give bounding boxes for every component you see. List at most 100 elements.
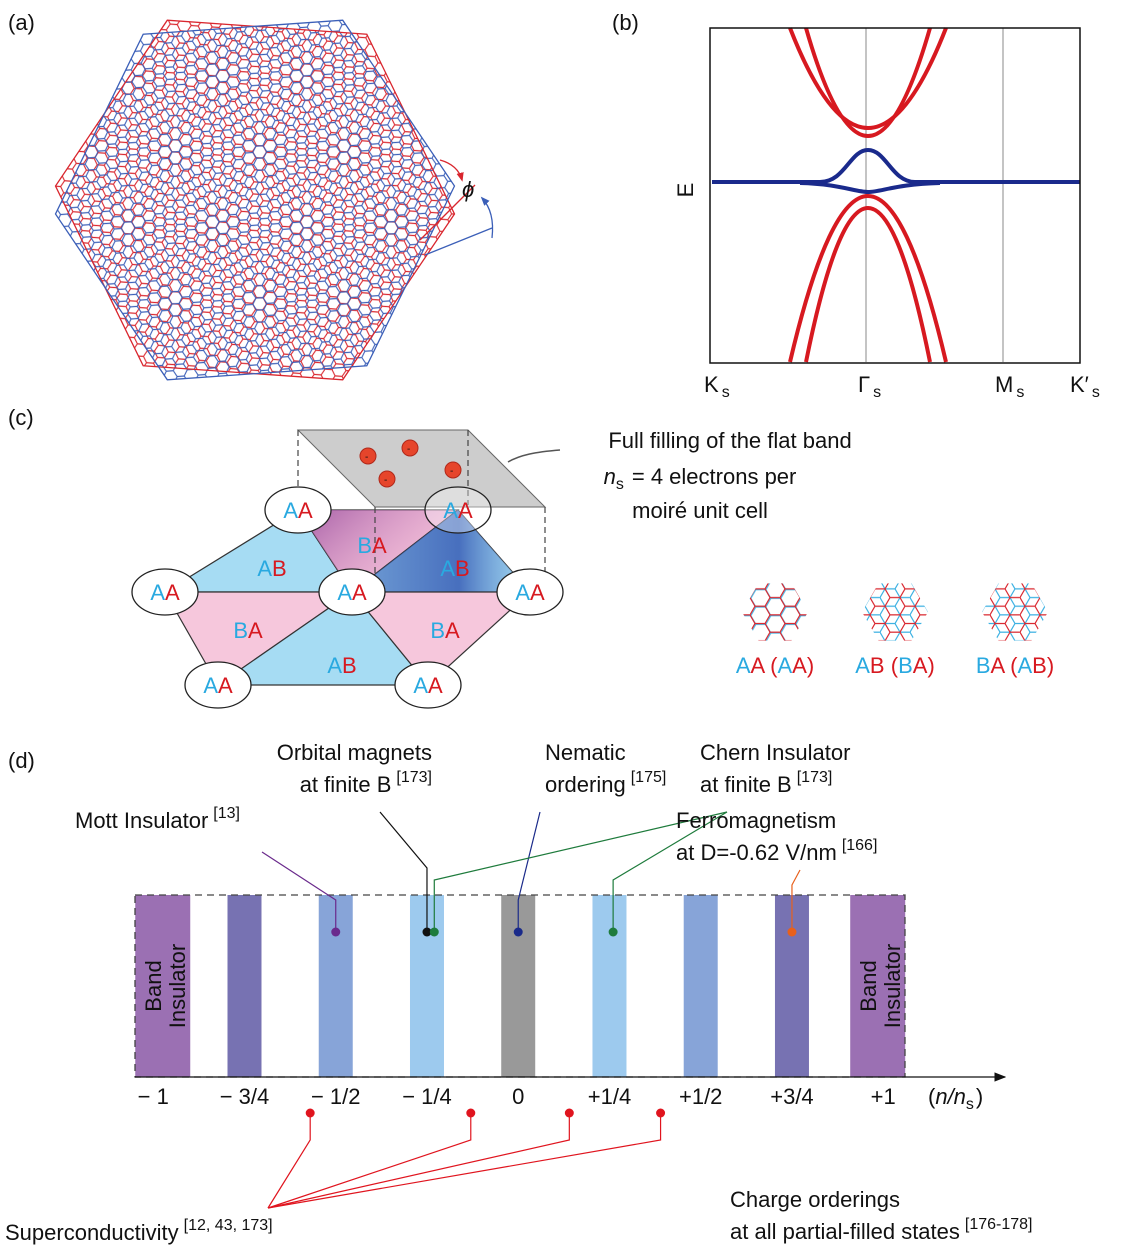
stack-layer <box>855 572 935 652</box>
site-label: AA <box>413 673 443 698</box>
phase-dot <box>609 928 618 937</box>
callout-line: Full filling of the flat band <box>608 428 851 453</box>
plot-frame <box>710 28 1080 363</box>
moire-lattice: ϕ <box>40 0 493 400</box>
phase-label: ordering [175] <box>545 769 666 797</box>
phase-label: Charge orderings <box>730 1187 900 1212</box>
phase-ref: [176-178] <box>965 1216 1033 1233</box>
leader-line <box>268 1113 471 1208</box>
x-tick-label: − 1/4 <box>402 1084 452 1109</box>
phase-name: ordering <box>545 772 626 797</box>
phase-name: at D=-0.62 V/nm <box>676 840 837 865</box>
phase-name: Mott Insulator <box>75 808 208 833</box>
y-axis-label: E <box>673 183 698 198</box>
stacking-label: BA (AB) <box>976 653 1054 678</box>
phase-label: at all partial-filled states [176-178] <box>730 1216 1033 1244</box>
svg-text:-: - <box>450 466 453 477</box>
site-label: AA <box>203 673 233 698</box>
phase-label: at finite B[173] <box>300 769 432 797</box>
phase-dot <box>466 1109 475 1118</box>
site-label: AA <box>337 580 367 605</box>
phase-label: Chern Insulator <box>700 740 850 765</box>
figure: (a) (b) (c) (d) ϕ E KsΓsMsK′s <box>0 0 1124 1251</box>
site-label: AA <box>443 498 473 523</box>
page: (a) (b) (c) (d) ϕ E KsΓsMsK′s <box>0 0 1124 1251</box>
phase-name: at finite B <box>300 772 392 797</box>
site-label: AA <box>150 580 180 605</box>
k-subscript: s <box>1016 384 1024 401</box>
x-tick-label: 0 <box>512 1084 524 1109</box>
svg-text:-: - <box>384 475 387 486</box>
phase-ref: [173] <box>396 769 432 786</box>
phase-label: Mott Insulator [13] <box>75 805 240 833</box>
phase-dot <box>306 1109 315 1118</box>
phase-label: Nematic <box>545 740 626 765</box>
k-subscript: s <box>873 384 881 401</box>
x-tick-label: − 1/2 <box>311 1084 361 1109</box>
stack-layer <box>975 572 1055 652</box>
phase-ref: [175] <box>631 769 667 786</box>
leader-line <box>268 1113 569 1208</box>
stack-layer <box>735 572 815 652</box>
flat-bands <box>712 150 1080 192</box>
domain-label: AB <box>440 556 469 581</box>
x-tick-label: − 3/4 <box>220 1084 270 1109</box>
axis-label-part: s <box>966 1096 974 1113</box>
phase-name: Superconductivity <box>5 1220 179 1245</box>
panel-label: (d) <box>8 748 35 773</box>
panel-label: (c) <box>8 405 34 430</box>
phase-name: Chern Insulator <box>700 740 850 765</box>
leader-line <box>268 1113 661 1208</box>
band-insulator-label: Insulator <box>880 944 905 1028</box>
k-label: K′s <box>1070 372 1100 401</box>
svg-text:-: - <box>365 452 368 463</box>
phase-name: Orbital magnets <box>277 740 432 765</box>
phase-dot <box>514 928 523 937</box>
phase-ref: [13] <box>213 805 240 822</box>
phase-name: Nematic <box>545 740 626 765</box>
axis-label: (n/ns) <box>928 1084 983 1113</box>
callout-sub: s <box>616 476 624 493</box>
blue-layer <box>40 0 480 400</box>
stacking-label: AB (BA) <box>855 653 935 678</box>
panel-label: (a) <box>8 10 35 35</box>
svg-text:-: - <box>407 444 410 455</box>
k-subscript: s <box>1092 384 1100 401</box>
filling-bar <box>227 895 261 1077</box>
phase-dot <box>430 928 439 937</box>
callout-line: ns= 4 electrons per <box>604 464 797 493</box>
filling-bar <box>684 895 718 1077</box>
phase-dot <box>565 1109 574 1118</box>
dispersive-bands <box>790 28 946 362</box>
phase-label: Orbital magnets <box>277 740 432 765</box>
panel-label: (b) <box>612 10 639 35</box>
site-label: AA <box>283 498 313 523</box>
phase-label: Ferromagnetism <box>676 808 836 833</box>
domain-label: BA <box>430 618 460 643</box>
k-point: Γ <box>858 372 870 397</box>
axis-label-part: ) <box>976 1084 983 1109</box>
x-tick-label: +1/4 <box>588 1084 631 1109</box>
phase-ref: [12, 43, 173] <box>184 1217 273 1234</box>
band-insulator-label: Band <box>141 960 166 1011</box>
x-tick-label: +1/2 <box>679 1084 722 1109</box>
filling-bar <box>592 895 626 1077</box>
phase-name: Charge orderings <box>730 1187 900 1212</box>
phase-label: Superconductivity [12, 43, 173] <box>5 1217 273 1245</box>
phase-name: at all partial-filled states <box>730 1219 960 1244</box>
phase-label: at finite B[173] <box>700 769 832 797</box>
phase-ref: [173] <box>797 769 833 786</box>
stacking-label: AA (AA) <box>736 653 814 678</box>
callout-rest: = 4 electrons per <box>632 464 796 489</box>
domain-label: AB <box>257 556 286 581</box>
angle-symbol: ϕ <box>462 177 474 202</box>
phase-label: at D=-0.62 V/nm[166] <box>676 837 877 865</box>
band-insulator-label: Insulator <box>165 944 190 1028</box>
band-structure: E KsΓsMsK′s <box>673 28 1100 401</box>
phase-dot <box>331 928 340 937</box>
